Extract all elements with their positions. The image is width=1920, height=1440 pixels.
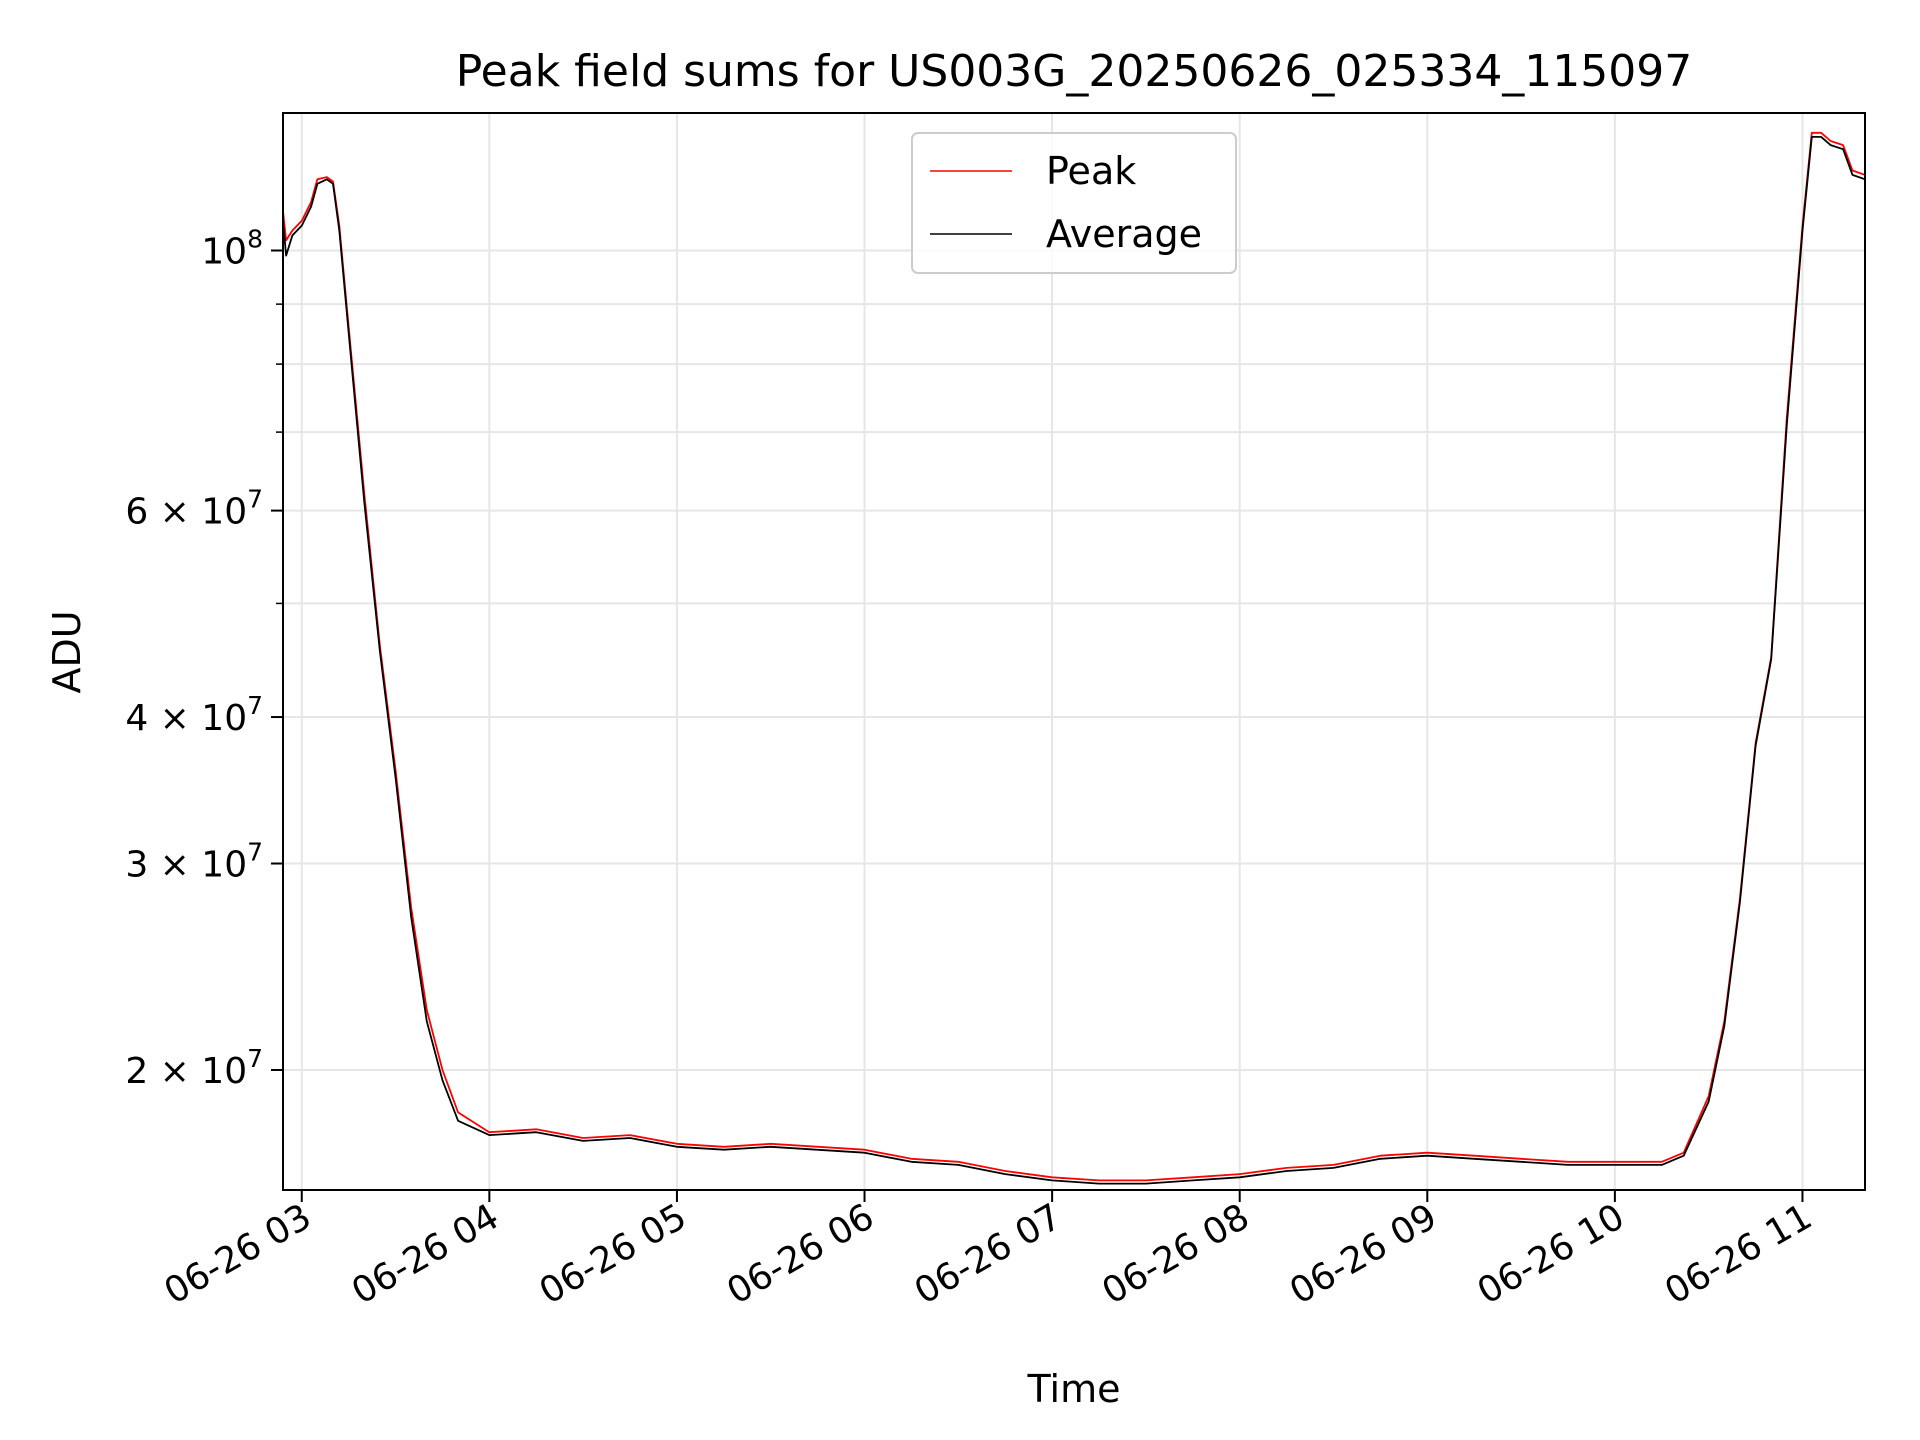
- y-tick-label: 4 × 107: [125, 691, 263, 739]
- series-line-average: [283, 135, 1865, 1185]
- legend-box: [911, 132, 1237, 274]
- chart-title: Peak field sums for US003G_20250626_0253…: [456, 46, 1693, 97]
- legend: Peak Average: [911, 132, 1237, 274]
- legend-label-peak: Peak: [1046, 149, 1136, 193]
- y-tick-label: 6 × 107: [125, 485, 263, 533]
- legend-label-average: Average: [1046, 212, 1202, 256]
- plot-frame: [282, 112, 1866, 1191]
- y-tick-label: 108: [201, 224, 263, 272]
- x-axis-label: Time: [1027, 1367, 1121, 1411]
- y-tick-label: 3 × 107: [125, 838, 263, 886]
- series-layer: [283, 131, 1865, 1185]
- y-axis-label: ADU: [45, 610, 89, 693]
- y-tick-label: 2 × 107: [125, 1044, 263, 1092]
- y-axis: 108 6 × 107 4 × 107 3 × 107 2 × 107: [125, 224, 283, 1092]
